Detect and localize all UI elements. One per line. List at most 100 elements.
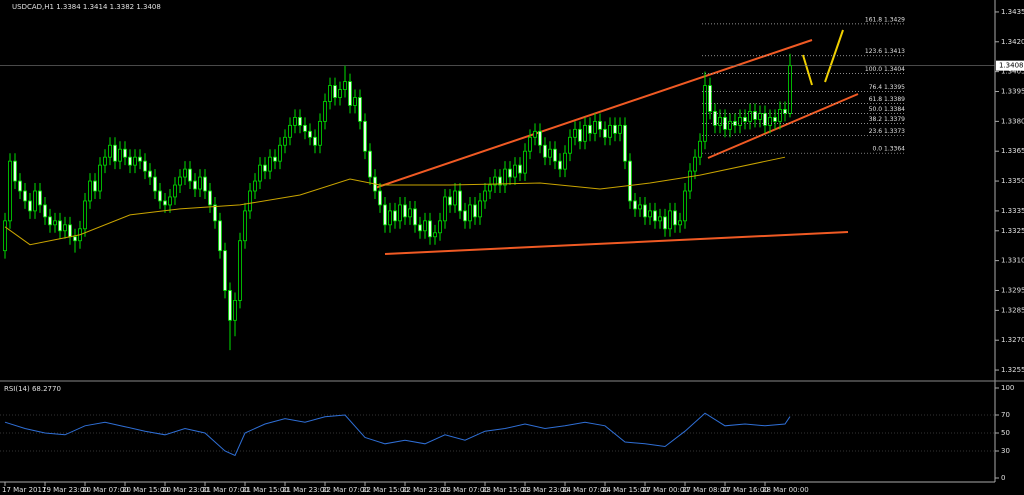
rsi-tick-label: 0 xyxy=(1001,474,1005,482)
x-tick-label: 23 Mar 15:00 xyxy=(482,486,529,494)
candle-body xyxy=(248,190,252,212)
candle-body xyxy=(223,250,227,291)
trend-line xyxy=(374,39,813,189)
candle-body xyxy=(463,210,467,222)
fibo-label: 100.0 1.3404 xyxy=(865,66,905,73)
candle-body xyxy=(623,124,627,162)
candle-body xyxy=(153,176,157,192)
candle-body xyxy=(288,124,292,138)
candle-body xyxy=(263,164,267,172)
y-tick-label: 1.3405 xyxy=(1001,68,1024,76)
fibo-label: 23.6 1.3373 xyxy=(869,128,905,135)
x-tick-label: 27 Mar 16:00 xyxy=(722,486,769,494)
trend-line xyxy=(384,231,849,255)
trend-line xyxy=(707,93,859,159)
candle-body xyxy=(8,160,12,222)
moving-average xyxy=(4,156,786,246)
candle-body xyxy=(393,210,397,222)
candle-body xyxy=(583,124,587,142)
fibo-label: 50.0 1.3384 xyxy=(869,106,905,113)
candle-body xyxy=(558,160,562,170)
rsi-tick-label: 30 xyxy=(1001,447,1010,455)
x-tick-label: 22 Mar 23:00 xyxy=(402,486,449,494)
candle-body xyxy=(268,156,272,172)
candle-body xyxy=(358,97,362,122)
rsi-tick-label: 70 xyxy=(1001,411,1010,419)
candle-body xyxy=(753,111,757,120)
fibo-label: 61.8 1.3389 xyxy=(869,96,905,103)
candle-body xyxy=(528,136,532,152)
candle-body xyxy=(403,204,407,218)
candle-body xyxy=(368,150,372,178)
candle-body xyxy=(103,156,107,166)
candle-body xyxy=(413,208,417,226)
candle-body xyxy=(233,300,237,321)
y-tick-label: 1.3350 xyxy=(1001,177,1024,185)
rsi-tick-label: 100 xyxy=(1001,384,1014,392)
candle-body xyxy=(118,148,122,162)
candle-body xyxy=(778,109,782,122)
x-tick-label: 21 Mar 23:00 xyxy=(282,486,329,494)
y-tick-label: 1.3395 xyxy=(1001,88,1024,96)
chart-title: USDCAD,H1 1.3384 1.3414 1.3382 1.3408 xyxy=(12,3,161,11)
candle-body xyxy=(518,164,522,174)
candle-body xyxy=(713,111,717,126)
candle-body xyxy=(513,164,517,178)
candle-body xyxy=(283,136,287,146)
candle-body xyxy=(698,140,702,158)
candle-body xyxy=(203,176,207,192)
candle-body xyxy=(668,210,672,230)
candle-body xyxy=(438,220,442,234)
candle-body xyxy=(148,170,152,178)
candle-body xyxy=(133,156,137,166)
x-tick-label: 20 Mar 15:00 xyxy=(122,486,169,494)
candle-body xyxy=(608,124,612,138)
candle-body xyxy=(178,176,182,186)
candle-body xyxy=(678,220,682,226)
candle-body xyxy=(183,168,187,178)
x-tick-label: 27 Mar 00:00 xyxy=(642,486,689,494)
candle-body xyxy=(63,224,67,232)
candle-body xyxy=(278,144,282,162)
x-tick-label: 23 Mar 07:00 xyxy=(442,486,489,494)
candle-body xyxy=(28,200,32,212)
candle-body xyxy=(628,160,632,202)
last-price-label: 1.3408 xyxy=(999,62,1024,70)
candle-body xyxy=(168,196,172,206)
candle-body xyxy=(293,116,297,126)
candle-body xyxy=(158,190,162,202)
candle-body xyxy=(258,164,262,182)
candle-body xyxy=(553,148,557,162)
y-tick-label: 1.3380 xyxy=(1001,117,1024,125)
last-price-box xyxy=(996,60,1024,71)
candle-body xyxy=(588,124,592,134)
candle-body xyxy=(328,85,332,102)
candle-body xyxy=(693,156,697,172)
candle-body xyxy=(213,204,217,222)
candle-body xyxy=(433,232,437,238)
candle-body xyxy=(603,128,607,138)
candle-body xyxy=(478,200,482,218)
candle-body xyxy=(143,160,147,172)
indicator-title: RSI(14) 68.2770 xyxy=(4,385,61,393)
candle-body xyxy=(473,204,477,218)
candle-body xyxy=(538,130,542,146)
candle-body xyxy=(163,200,167,206)
candle-body xyxy=(83,200,87,230)
candle-body xyxy=(568,136,572,154)
x-tick-label: 24 Mar 07:00 xyxy=(562,486,609,494)
x-tick-label: 17 Mar 2017 xyxy=(2,486,46,494)
candle-body xyxy=(398,204,402,222)
candle-body xyxy=(773,116,777,122)
y-tick-label: 1.3310 xyxy=(1001,257,1024,265)
candle-body xyxy=(598,120,602,130)
candle-body xyxy=(363,120,367,152)
candle-body xyxy=(323,101,327,122)
candle-body xyxy=(3,220,7,252)
candle-body xyxy=(738,116,742,126)
candle-body xyxy=(93,180,97,192)
candle-body xyxy=(73,236,77,242)
candle-body xyxy=(428,220,432,238)
